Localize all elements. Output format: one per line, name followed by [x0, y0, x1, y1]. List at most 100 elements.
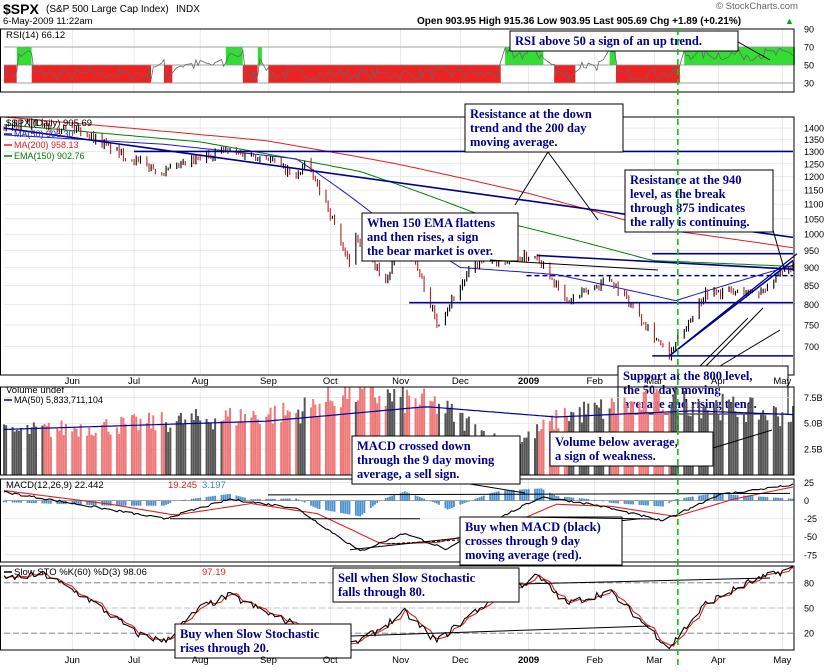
- header-quote-arrow: ▲: [785, 16, 794, 26]
- annotation-support-800-line: Support at the 800 level,: [623, 369, 753, 383]
- volume-bar: [282, 403, 284, 475]
- volume-bar: [267, 414, 269, 475]
- macd-histogram-bar: [131, 501, 133, 506]
- volume-bar: [255, 415, 257, 475]
- volume-bar: [331, 401, 333, 475]
- volume-bar: [56, 428, 58, 475]
- macd-histogram-bar: [331, 501, 333, 512]
- macd-histogram-bar: [319, 501, 321, 509]
- volume-bar: [777, 416, 779, 475]
- volume-tick-label: 2.5B: [804, 445, 823, 455]
- header-datetime: 6-May-2009 11:22am: [3, 16, 93, 27]
- price-tick-label: 1050: [804, 214, 824, 224]
- price-tick-label: 900: [804, 263, 819, 273]
- volume-bar: [176, 421, 178, 475]
- volume-bar: [240, 409, 242, 475]
- macd-legend-macd: MACD(12,26,9) 22.442: [6, 480, 104, 491]
- volume-bar: [78, 437, 80, 475]
- volume-bar: [242, 422, 244, 475]
- volume-bar: [523, 438, 525, 475]
- annotation-resistance-940-line: Resistance at the 940: [630, 173, 741, 187]
- annotation-volume-line: a sign of weakness.: [555, 449, 656, 463]
- price-tick-label: 950: [804, 246, 819, 256]
- volume-bar: [101, 425, 103, 475]
- annotation-rsi: RSI above 50 a sign of an up trend.: [510, 31, 738, 51]
- x-axis-label: Feb: [586, 655, 602, 666]
- volume-bar: [734, 411, 736, 475]
- price-tick-label: 1000: [804, 230, 824, 240]
- macd-histogram-bar: [31, 501, 33, 503]
- macd-histogram-bar: [438, 501, 440, 505]
- macd-histogram-bar: [208, 497, 210, 501]
- x-axis-label: Jul: [128, 655, 140, 666]
- rsi-tick-label: 30: [804, 79, 814, 89]
- volume-bar: [167, 432, 169, 475]
- volume-bar: [730, 402, 732, 475]
- volume-bar: [719, 420, 721, 475]
- macd-histogram-bar: [481, 496, 483, 500]
- header-quote: Open 903.95 High 915.36 Low 903.95 Last …: [417, 16, 741, 27]
- volume-bar: [221, 421, 223, 475]
- price-x-axis-label: Apr: [711, 376, 726, 387]
- volume-bar: [182, 424, 184, 475]
- volume-bar: [314, 404, 316, 475]
- macd-histogram-bar: [361, 501, 363, 515]
- volume-bar: [289, 412, 291, 475]
- macd-histogram-bar: [613, 501, 615, 503]
- macd-histogram-bar: [436, 501, 438, 504]
- volume-bar: [148, 413, 150, 475]
- macd-histogram-bar: [498, 491, 500, 501]
- annotation-ema-flattens-line: When 150 EMA flattens: [367, 216, 495, 230]
- volume-bar: [20, 428, 22, 475]
- volume-bar: [340, 407, 342, 475]
- volume-bar: [766, 420, 768, 475]
- macd-histogram-bar: [519, 490, 521, 501]
- macd-histogram-bar: [508, 490, 510, 501]
- macd-histogram-bar: [615, 501, 617, 504]
- volume-bar: [93, 436, 95, 475]
- macd-histogram-bar: [212, 496, 214, 501]
- volume-bar: [161, 412, 163, 475]
- volume-bar: [58, 431, 60, 475]
- volume-bar: [195, 409, 197, 475]
- macd-histogram-bar: [526, 489, 528, 501]
- volume-bar: [223, 420, 225, 475]
- macd-histogram-bar: [135, 501, 137, 506]
- macd-histogram-bar: [359, 501, 361, 517]
- volume-bar: [538, 431, 540, 475]
- macd-histogram-bar: [310, 501, 312, 506]
- macd-tick-label: -50: [804, 532, 817, 542]
- price-legend-ema150: EMA(150) 902.76: [14, 151, 85, 161]
- annotation-support-800-line: the 50 day moving: [623, 383, 721, 397]
- macd-histogram-bar: [764, 497, 766, 501]
- volume-bar: [747, 404, 749, 475]
- annotation-macd-buy: Buy when MACD (black)crosses through 9 d…: [460, 517, 622, 565]
- macd-histogram-bar: [641, 501, 643, 505]
- macd-histogram-bar: [639, 501, 641, 505]
- volume-bar: [773, 406, 775, 475]
- macd-histogram-bar: [137, 501, 139, 506]
- volume-bar: [122, 418, 124, 475]
- macd-histogram-bar: [660, 501, 662, 507]
- annotation-macd-crossed-down-line: average, a sell sign.: [357, 467, 459, 481]
- volume-bar: [287, 410, 289, 475]
- volume-bar: [90, 435, 92, 475]
- price-x-axis-label: May: [773, 376, 791, 387]
- volume-bar: [118, 434, 120, 475]
- macd-legend-hist: 3.197: [202, 480, 226, 491]
- volume-bar: [29, 434, 31, 475]
- macd-histogram-bar: [357, 501, 359, 516]
- volume-bar: [110, 435, 112, 475]
- volume-legend-ma: MA(50) 5,833,711,104: [14, 395, 103, 405]
- volume-bar: [229, 408, 231, 475]
- volume-bar: [325, 402, 327, 475]
- rsi-zone-below: [554, 65, 575, 83]
- macd-histogram-bar: [404, 491, 406, 500]
- volume-bar: [31, 427, 33, 475]
- macd-histogram-bar: [406, 492, 408, 501]
- macd-histogram-bar: [214, 496, 216, 501]
- macd-histogram-bar: [558, 496, 560, 501]
- volume-bar: [125, 424, 127, 475]
- volume-bar: [184, 420, 186, 475]
